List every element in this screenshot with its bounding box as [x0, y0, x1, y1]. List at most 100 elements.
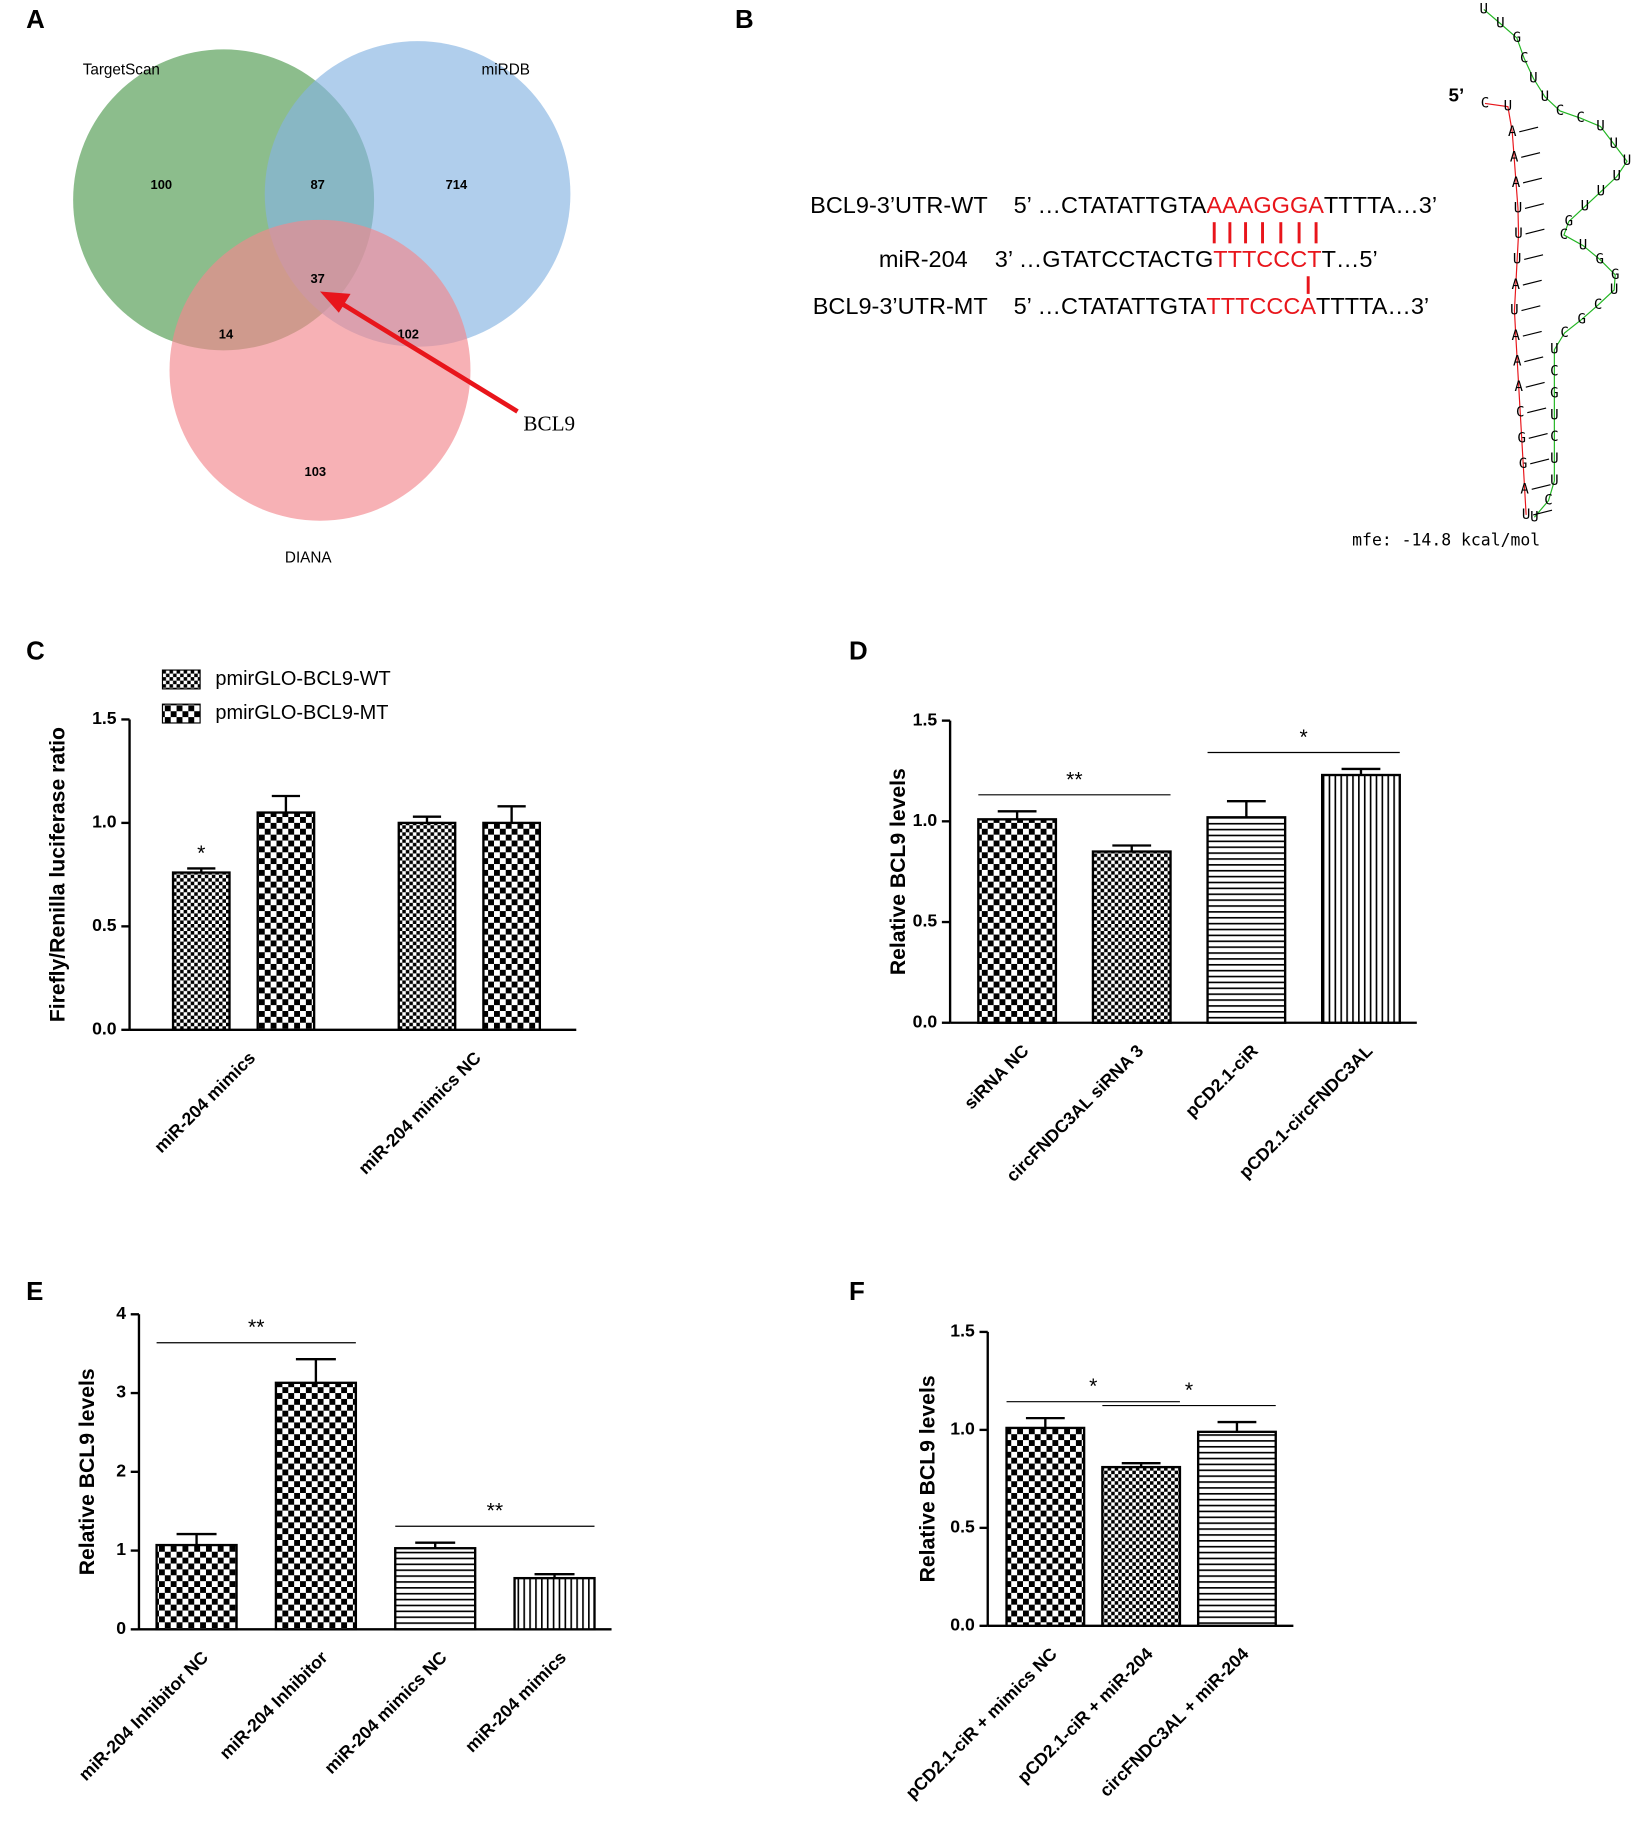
- set-label: DIANA: [285, 549, 332, 566]
- region-count: 102: [397, 326, 419, 341]
- base-pair: [1521, 152, 1541, 158]
- nucleotide: A: [1512, 175, 1521, 191]
- region-count: 100: [151, 177, 173, 192]
- nucleotide: U: [1609, 136, 1617, 152]
- legend-label: pmirGLO-BCL9-WT: [215, 668, 390, 690]
- bar: [256, 811, 316, 1031]
- nucleotide: A: [1508, 124, 1517, 140]
- mfe: mfe: -14.8 kcal/mol: [1352, 530, 1540, 549]
- sequence-part: T…5’: [1322, 246, 1378, 272]
- base-pair: [1530, 458, 1550, 465]
- set-label: TargetScan: [83, 62, 160, 79]
- bar: [397, 821, 457, 1031]
- nucleotide: U: [1613, 169, 1621, 185]
- y-tick-label: 1.5: [92, 708, 117, 728]
- strand: [1484, 102, 1527, 515]
- bar: [274, 1381, 358, 1631]
- nucleotide: A: [1510, 149, 1519, 165]
- y-axis-label: Firefly/Renilla luciferase ratio: [47, 727, 70, 1022]
- region-count: 87: [310, 177, 324, 192]
- nucleotide: U: [1514, 226, 1523, 242]
- y-tick-label: 0.0: [950, 1614, 975, 1634]
- y-tick-label: 0.5: [913, 911, 938, 931]
- row-label: BCL9-3’UTR-MT: [813, 293, 988, 319]
- strand: [1483, 8, 1628, 518]
- sequence: 5’ …CTATATTGTAAAAGGGATTTTA…3’: [1014, 192, 1437, 218]
- y-tick-label: 1.5: [950, 1321, 975, 1341]
- y-axis-label: Relative BCL9 levels: [887, 768, 910, 975]
- x-tick-label: miR-204 mimics: [150, 1048, 259, 1157]
- legend-label: pmirGLO-BCL9-MT: [215, 702, 388, 724]
- x-tick-label: pCD2.1-ciR: [1181, 1040, 1262, 1121]
- nucleotide: U: [1480, 1, 1488, 17]
- y-tick-label: 3: [116, 1382, 126, 1402]
- x-tick-label: miR-204 Inhibitor NC: [75, 1647, 213, 1785]
- nucleotide: U: [1522, 507, 1530, 523]
- nucleotide: G: [1578, 311, 1587, 327]
- nucleotide: U: [1530, 509, 1539, 525]
- sequence-part: TTTCCCA: [1206, 293, 1316, 319]
- set-label: miRDB: [482, 62, 530, 79]
- nucleotide: C: [1550, 429, 1558, 445]
- region-count: 714: [446, 177, 468, 192]
- end-label: 5’: [1449, 84, 1465, 105]
- nucleotide: G: [1611, 267, 1619, 283]
- x-tick-label: pCD2.1-circFNDC3AL: [1235, 1040, 1377, 1182]
- region-count: 103: [305, 464, 327, 479]
- base-pair: [1519, 126, 1539, 133]
- nucleotide: C: [1550, 364, 1558, 380]
- base-pair: [1525, 228, 1545, 235]
- nucleotide: C: [1481, 95, 1489, 111]
- bar: [171, 871, 231, 1031]
- nucleotide: C: [1576, 110, 1584, 126]
- bar: [1091, 850, 1172, 1024]
- region-count: 14: [219, 326, 234, 341]
- y-tick-label: 1: [116, 1539, 126, 1559]
- y-tick-label: 1.5: [913, 709, 938, 729]
- nucleotide: G: [1550, 385, 1558, 401]
- nucleotide: C: [1516, 405, 1524, 421]
- bar: [394, 1547, 477, 1631]
- panel-label: B: [735, 6, 754, 34]
- sequence-part: 5’ …CTATATTGTA: [1014, 192, 1207, 218]
- base-pair: [1525, 381, 1545, 388]
- annotation: BCL9: [523, 411, 575, 435]
- x-tick-label: miR-204 mimics NC: [354, 1047, 485, 1178]
- panel-label: A: [26, 6, 45, 34]
- bar: [482, 821, 542, 1031]
- nucleotide: C: [1560, 227, 1569, 243]
- nucleotide: C: [1556, 103, 1564, 119]
- nucleotide: C: [1544, 493, 1553, 509]
- base-pair: [1524, 203, 1544, 209]
- significance: **: [248, 1316, 264, 1339]
- nucleotide: U: [1579, 238, 1588, 254]
- nucleotide: G: [1596, 251, 1604, 267]
- y-tick-label: 0.5: [950, 1517, 975, 1537]
- nucleotide: C: [1560, 325, 1568, 341]
- x-tick-label: siRNA NC: [960, 1040, 1033, 1113]
- region-count: 37: [310, 271, 324, 286]
- y-tick-label: 4: [116, 1303, 126, 1323]
- base-pair: [1522, 177, 1543, 184]
- nucleotide: U: [1550, 473, 1558, 489]
- nucleotide: U: [1541, 89, 1550, 105]
- panel-label: E: [26, 1278, 43, 1306]
- sequence-part: TTTTA…3’: [1316, 293, 1429, 319]
- panel-label: D: [849, 637, 868, 665]
- x-tick-label: miR-204 Inhibitor: [215, 1647, 331, 1763]
- legend-swatch: [161, 703, 201, 724]
- base-pair: [1521, 305, 1541, 312]
- sequence-part: AAAGGGA: [1206, 192, 1324, 218]
- bar: [1101, 1465, 1182, 1627]
- base-pair: [1524, 356, 1544, 363]
- nucleotide: U: [1550, 451, 1558, 467]
- row-label: BCL9-3’UTR-WT: [810, 192, 988, 218]
- nucleotide: U: [1550, 342, 1558, 358]
- nucleotide: A: [1515, 379, 1524, 395]
- bar: [155, 1543, 238, 1631]
- nucleotide: U: [1550, 407, 1558, 423]
- nucleotide: A: [1513, 354, 1522, 370]
- base-pair: [1524, 254, 1544, 261]
- significance: **: [487, 1500, 503, 1523]
